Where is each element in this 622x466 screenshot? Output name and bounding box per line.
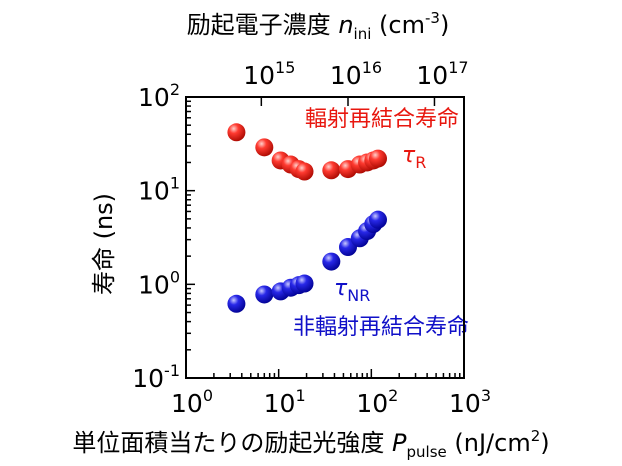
- x-axis-label-var: P: [392, 429, 407, 457]
- nonradiative-lifetime-point: [255, 285, 274, 304]
- nonradiative-lifetime-point: [227, 294, 246, 313]
- data-points: [227, 123, 387, 313]
- tau-r-symbol: τ: [402, 143, 416, 168]
- top-axis-label-unit: (cm: [371, 11, 425, 39]
- nonradiative-lifetime-point: [295, 274, 314, 293]
- x-tick-label-base: 10: [264, 389, 296, 418]
- top-tick-label-base: 10: [330, 61, 362, 90]
- y-tick-label-exp: 0: [170, 267, 180, 286]
- top-tick-label-base: 10: [416, 61, 448, 90]
- top-tick-label: 1016: [330, 58, 382, 90]
- radiative-lifetime-point: [368, 149, 387, 168]
- tau-nr-symbol: τ: [334, 276, 348, 301]
- x-tick-label-base: 10: [356, 389, 388, 418]
- y-tick-label-base: 10: [138, 83, 170, 112]
- x-tick-label-base: 10: [171, 389, 203, 418]
- x-tick-label: 101: [264, 386, 306, 418]
- top-tick-label: 1017: [416, 58, 468, 90]
- nonradiative-annotation: 非輻射再結合寿命: [293, 315, 469, 340]
- top-axis-label-prefix: 励起電子濃度: [187, 11, 339, 39]
- tau-nr-label: τNR: [334, 276, 370, 305]
- x-axis-label-prefix: 単位面積当たりの励起光強度: [72, 429, 392, 457]
- y-axis-label: 寿命 (ns): [90, 193, 118, 295]
- x-axis-label-unit-close: ): [540, 429, 549, 457]
- top-tick-label-base: 10: [243, 61, 275, 90]
- top-axis-label-unit-sup: -3: [425, 9, 440, 27]
- radiative-lifetime-point: [295, 162, 314, 181]
- x-tick-label: 100: [171, 386, 213, 418]
- x-tick-label-exp: 2: [388, 386, 398, 405]
- x-axis-label: 単位面積当たりの励起光強度 Ppulse (nJ/cm2): [72, 427, 549, 461]
- radiative-lifetime-point: [255, 138, 274, 157]
- x-tick-label: 102: [356, 386, 398, 418]
- y-tick-label: 101: [138, 174, 180, 206]
- y-tick-label: 102: [138, 80, 180, 112]
- plot-frame: [185, 96, 465, 379]
- x-tick-label-exp: 0: [203, 386, 213, 405]
- top-axis-label: 励起電子濃度 nini (cm-3): [187, 9, 450, 43]
- top-axis-label-sub: ini: [354, 25, 372, 43]
- x-tick-label: 103: [449, 386, 491, 418]
- tau-nr-sub: NR: [347, 286, 370, 305]
- y-tick-label-base: 10: [132, 364, 164, 393]
- top-axis-label-var: n: [338, 11, 353, 39]
- top-tick-label-exp: 17: [448, 58, 468, 77]
- radiative-lifetime-point: [322, 161, 341, 180]
- x-axis-label-sub: pulse: [407, 443, 447, 461]
- x-tick-label-exp: 3: [481, 386, 491, 405]
- y-tick-label-base: 10: [138, 177, 170, 206]
- y-tick-label: 10-1: [132, 361, 180, 393]
- top-tick-label-exp: 16: [362, 58, 382, 77]
- y-tick-label: 100: [138, 267, 180, 299]
- x-axis-label-unit: (nJ/cm: [447, 429, 531, 457]
- y-tick-label-base: 10: [138, 270, 170, 299]
- y-tick-label-exp: -1: [164, 361, 180, 380]
- nonradiative-lifetime-point: [368, 210, 387, 229]
- y-tick-label-exp: 1: [170, 174, 180, 193]
- tau-r-label: τR: [402, 143, 426, 172]
- top-axis-label-unit-close: ): [440, 11, 449, 39]
- x-tick-label-exp: 1: [295, 386, 305, 405]
- x-tick-label-base: 10: [449, 389, 481, 418]
- tau-r-sub: R: [415, 153, 426, 172]
- x-axis-label-unit-sup: 2: [531, 427, 541, 445]
- y-tick-label-exp: 2: [170, 80, 180, 99]
- radiative-lifetime-point: [227, 123, 246, 142]
- top-tick-label: 1015: [243, 58, 295, 90]
- nonradiative-lifetime-point: [322, 252, 341, 271]
- radiative-annotation: 輻射再結合寿命: [305, 107, 459, 132]
- top-tick-label-exp: 15: [275, 58, 295, 77]
